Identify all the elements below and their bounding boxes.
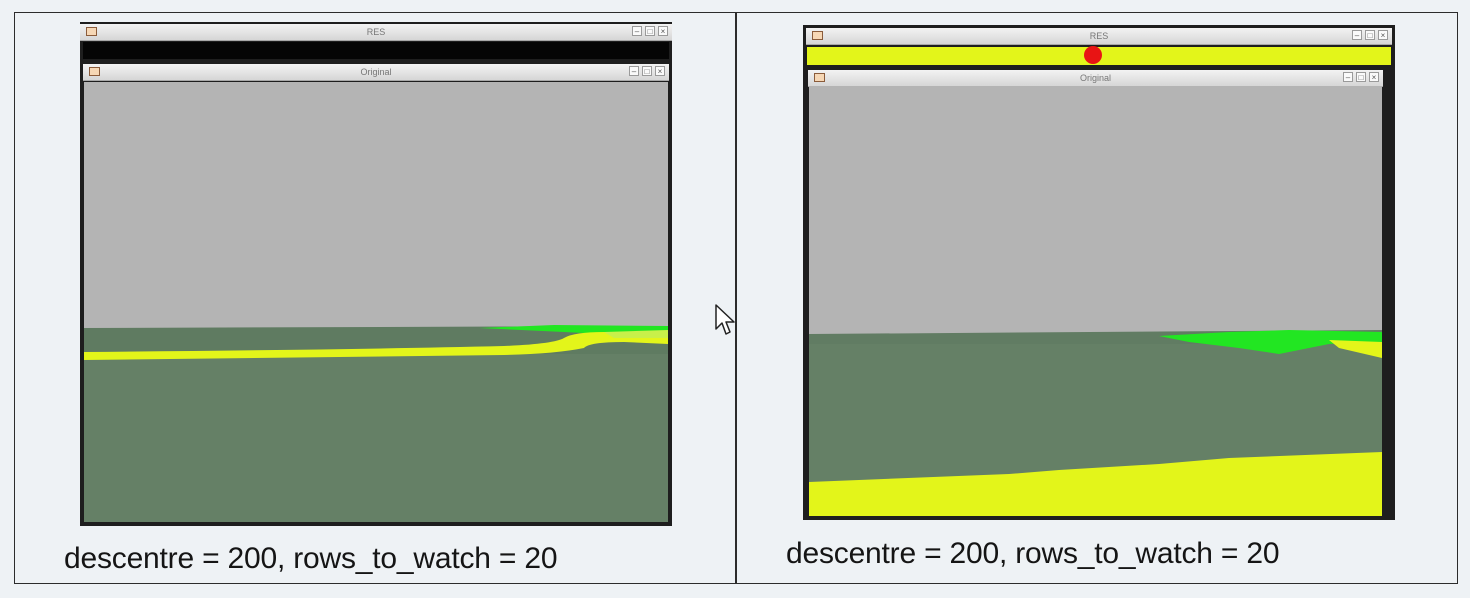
minimize-button[interactable]: – bbox=[1352, 30, 1362, 40]
original-scene-image bbox=[84, 82, 668, 522]
res-image-black bbox=[83, 42, 669, 59]
original-scene-image bbox=[809, 86, 1382, 516]
res-window[interactable]: RES – □ × bbox=[80, 22, 672, 62]
left-caption: descentre = 200, rows_to_watch = 20 bbox=[64, 542, 558, 575]
window-app-icon bbox=[814, 73, 825, 82]
close-button[interactable]: × bbox=[655, 66, 665, 76]
res-window-title: RES bbox=[366, 27, 386, 37]
minimize-button[interactable]: – bbox=[1343, 72, 1353, 82]
original-window-title: Original bbox=[1079, 73, 1111, 83]
res-window-titlebar[interactable]: RES – □ × bbox=[80, 24, 672, 41]
original-window-titlebar[interactable]: Original – □ × bbox=[808, 70, 1383, 87]
mouse-pointer-icon bbox=[715, 304, 735, 335]
detected-center-dot bbox=[1084, 46, 1102, 64]
res-window-titlebar[interactable]: RES – □ × bbox=[806, 28, 1392, 45]
window-app-icon bbox=[812, 31, 823, 40]
window-app-icon bbox=[89, 67, 100, 76]
original-window-title: Original bbox=[360, 67, 392, 77]
maximize-button[interactable]: □ bbox=[645, 26, 655, 36]
scene-render bbox=[809, 86, 1382, 516]
scene-render bbox=[84, 82, 668, 522]
close-button[interactable]: × bbox=[658, 26, 668, 36]
maximize-button[interactable]: □ bbox=[1356, 72, 1366, 82]
maximize-button[interactable]: □ bbox=[642, 66, 652, 76]
original-window[interactable]: Original – □ × bbox=[80, 62, 672, 526]
window-app-icon bbox=[86, 27, 97, 36]
minimize-button[interactable]: – bbox=[632, 26, 642, 36]
original-window-titlebar[interactable]: Original – □ × bbox=[83, 64, 669, 81]
close-button[interactable]: × bbox=[1378, 30, 1388, 40]
minimize-button[interactable]: – bbox=[629, 66, 639, 76]
maximize-button[interactable]: □ bbox=[1365, 30, 1375, 40]
right-caption: descentre = 200, rows_to_watch = 20 bbox=[786, 537, 1280, 570]
close-button[interactable]: × bbox=[1369, 72, 1379, 82]
original-window[interactable]: Original – □ × bbox=[803, 68, 1395, 520]
res-window[interactable]: RES – □ × bbox=[803, 25, 1395, 68]
panel-divider bbox=[735, 12, 737, 584]
res-window-title: RES bbox=[1089, 31, 1109, 41]
